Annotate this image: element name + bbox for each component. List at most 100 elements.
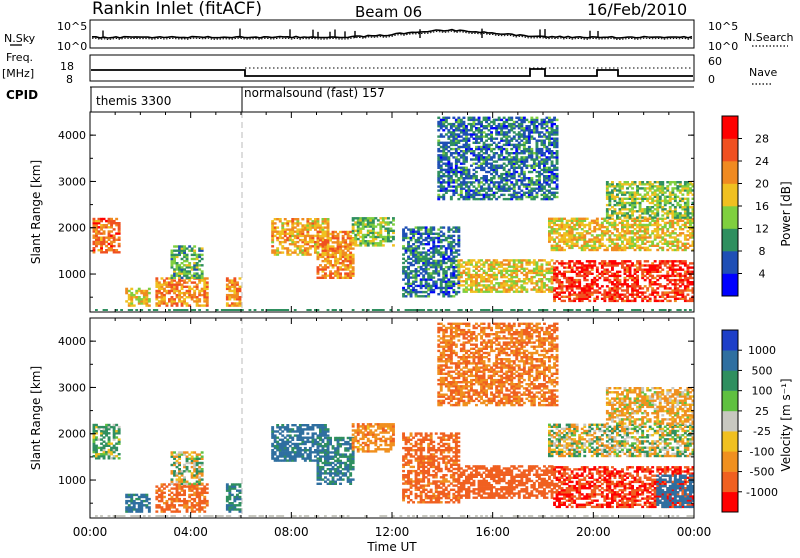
data-cell xyxy=(666,266,669,268)
data-cell xyxy=(347,254,350,256)
data-cell xyxy=(629,230,632,232)
data-cell xyxy=(551,266,554,268)
data-cell xyxy=(636,241,639,243)
data-cell xyxy=(402,233,405,235)
data-cell xyxy=(465,196,468,198)
data-cell xyxy=(100,251,103,253)
data-cell xyxy=(327,226,330,228)
data-cell xyxy=(674,214,677,216)
data-cell xyxy=(460,259,463,261)
data-cell xyxy=(596,291,599,293)
data-cell xyxy=(488,266,491,268)
data-cell xyxy=(515,160,518,162)
data-cell xyxy=(309,235,312,237)
data-cell xyxy=(659,275,662,277)
data-cell xyxy=(452,142,455,144)
data-cell xyxy=(447,295,450,297)
data-cell xyxy=(425,270,428,272)
data-cell xyxy=(478,183,481,185)
data-cell xyxy=(503,259,506,261)
data-cell xyxy=(614,234,617,236)
data-cell xyxy=(412,274,415,276)
data-cell xyxy=(676,283,679,285)
data-cell xyxy=(118,243,121,245)
data-cell xyxy=(140,302,143,304)
data-cell xyxy=(271,251,274,253)
data-cell xyxy=(518,119,521,121)
data-cell xyxy=(306,224,309,226)
data-cell xyxy=(674,283,677,285)
data-cell xyxy=(639,214,642,216)
data-cell xyxy=(498,272,501,274)
data-cell xyxy=(634,224,637,226)
data-cell xyxy=(490,121,493,123)
data-cell xyxy=(687,289,690,291)
data-cell xyxy=(473,259,476,261)
nsky-label: N.Sky xyxy=(4,32,36,45)
data-cell xyxy=(666,283,669,285)
data-cell xyxy=(206,304,209,306)
data-cell xyxy=(437,125,440,127)
data-cell xyxy=(536,146,539,148)
data-cell xyxy=(490,150,493,152)
data-cell xyxy=(679,269,682,271)
data-cell xyxy=(427,264,430,266)
data-cell xyxy=(430,272,433,274)
data-cell xyxy=(536,117,539,119)
data-cell xyxy=(442,233,445,235)
data-cell xyxy=(452,289,455,291)
data-cell xyxy=(291,222,294,224)
data-cell xyxy=(427,237,430,239)
data-cell xyxy=(442,272,445,274)
data-cell xyxy=(664,187,667,189)
data-cell xyxy=(442,226,445,228)
data-cell xyxy=(530,123,533,125)
data-cell xyxy=(669,241,672,243)
data-cell xyxy=(666,260,669,262)
data-cell xyxy=(294,251,297,253)
data-cell xyxy=(581,236,584,238)
data-cell xyxy=(525,282,528,284)
data-cell xyxy=(513,263,516,265)
data-cell xyxy=(493,268,496,270)
data-cell xyxy=(500,119,503,121)
data-cell xyxy=(591,294,594,296)
data-cell xyxy=(473,181,476,183)
data-cell xyxy=(588,266,591,268)
data-cell xyxy=(415,272,418,274)
data-cell xyxy=(538,163,541,165)
data-cell xyxy=(601,243,604,245)
data-cell xyxy=(455,179,458,181)
data-cell xyxy=(430,264,433,266)
data-cell xyxy=(166,304,169,306)
data-cell xyxy=(513,144,516,146)
data-cell xyxy=(463,171,466,173)
data-cell xyxy=(344,247,347,249)
data-cell xyxy=(608,260,611,262)
data-cell xyxy=(412,260,415,262)
data-cell xyxy=(158,296,161,298)
data-cell xyxy=(619,222,622,224)
data-cell xyxy=(619,283,622,285)
data-cell xyxy=(616,243,619,245)
data-cell xyxy=(624,194,627,196)
data-cell xyxy=(626,222,629,224)
data-cell xyxy=(508,119,511,121)
data-cell xyxy=(427,272,430,274)
data-cell xyxy=(503,288,506,290)
data-cell xyxy=(498,125,501,127)
data-cell xyxy=(646,289,649,291)
data-cell xyxy=(533,129,536,131)
data-cell xyxy=(410,233,413,235)
data-cell xyxy=(518,259,521,261)
data-cell xyxy=(349,254,352,256)
data-cell xyxy=(100,226,103,228)
data-cell xyxy=(161,302,164,304)
data-cell xyxy=(508,286,511,288)
data-cell xyxy=(171,262,174,264)
data-cell xyxy=(450,125,453,127)
data-cell xyxy=(669,191,672,193)
data-cell xyxy=(347,235,350,237)
data-cell xyxy=(505,131,508,133)
data-cell xyxy=(176,286,179,288)
